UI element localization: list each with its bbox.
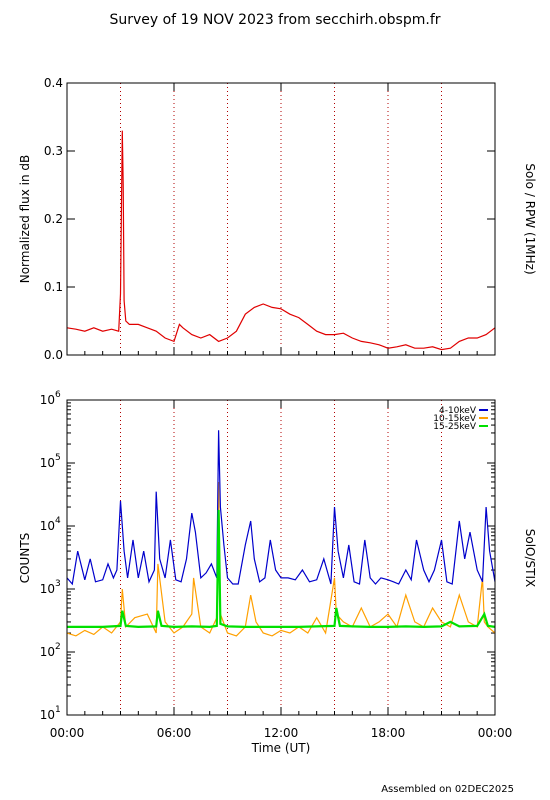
- rpw-ytick-label: 0.3: [44, 144, 63, 158]
- stix-ytick-label: 10: [40, 519, 55, 533]
- rpw-plot-frame: [66, 82, 496, 356]
- stix-xtick-label: 00:00: [50, 726, 85, 740]
- stix-xtick-label: 06:00: [157, 726, 192, 740]
- stix-legend-label: 15-25keV: [433, 422, 477, 432]
- stix-legend-label: 10-15keV: [433, 414, 477, 424]
- assembled-footer: Assembled on 02DEC2025: [381, 784, 514, 795]
- stix-ytick-label: 10: [40, 645, 55, 659]
- stix-plot-frame: [66, 399, 496, 716]
- stix-series-line: [66, 481, 496, 637]
- rpw-ytick-label: 0.4: [44, 76, 63, 90]
- stix-xlabel: Time (UT): [251, 741, 311, 755]
- rpw-flux-line: [66, 130, 496, 351]
- rpw-ticks: 0.0 0.1 0.2 0.3 0.4: [44, 76, 496, 362]
- stix-series-line: [66, 430, 496, 586]
- stix-series-line: [67, 509, 496, 629]
- rpw-right-label: Solo / RPW (1MHz): [523, 163, 537, 274]
- stix-ytick-label: 10: [40, 708, 55, 722]
- rpw-series: [66, 130, 496, 351]
- stix-legend-label: 4-10keV: [439, 406, 477, 416]
- figure-title: Survey of 19 NOV 2023 from secchirh.obsp…: [109, 12, 440, 28]
- stix-ytick-label: 10: [40, 456, 55, 470]
- rpw-ytick-label: 0.1: [44, 280, 63, 294]
- rpw-ylabel: Normalized flux in dB: [18, 155, 32, 284]
- stix-ytick-label: 10: [40, 393, 55, 407]
- stix-ytick-exponent: 4: [55, 516, 61, 526]
- stix-right-label: SolO/STIX: [523, 529, 537, 588]
- stix-hour-lines: [120, 400, 442, 715]
- stix-xtick-label: 00:00: [478, 726, 513, 740]
- stix-ylabel: COUNTS: [18, 533, 32, 584]
- stix-xtick-label: 18:00: [371, 726, 406, 740]
- rpw-panel: 0.0 0.1 0.2 0.3 0.4 Normalized flux in dB So…: [18, 76, 537, 362]
- stix-ytick-label: 10: [40, 582, 55, 596]
- rpw-hour-lines: [120, 83, 442, 355]
- stix-xtick-label: 12:00: [264, 726, 299, 740]
- stix-ytick-exponent: 1: [55, 705, 61, 715]
- stix-ytick-exponent: 6: [55, 390, 61, 400]
- rpw-ytick-label: 0.2: [44, 212, 63, 226]
- rpw-ytick-label: 0.0: [44, 348, 63, 362]
- stix-ytick-exponent: 5: [55, 453, 61, 463]
- stix-series: [66, 430, 496, 637]
- stix-ytick-exponent: 2: [55, 642, 61, 652]
- stix-ytick-exponent: 3: [55, 579, 61, 589]
